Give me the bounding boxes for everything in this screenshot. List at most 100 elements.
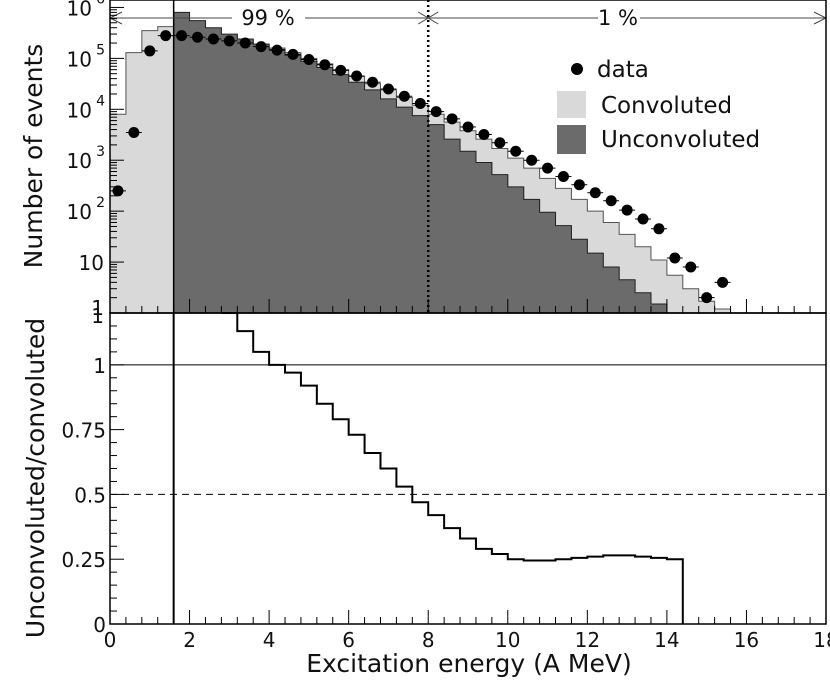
- unconvoluted-bin: [460, 151, 477, 313]
- data-point: [573, 179, 585, 191]
- arrow-head-middle: [417, 11, 439, 25]
- top-y-tick-exponent: 6: [96, 0, 105, 7]
- data-point: [367, 76, 379, 88]
- data-point: [112, 185, 124, 197]
- x-tick-label: 14: [654, 628, 679, 652]
- data-point: [621, 204, 633, 216]
- x-tick-label: 12: [575, 628, 600, 652]
- unconvoluted-bin: [380, 98, 397, 314]
- unconvoluted-bin: [491, 174, 509, 313]
- data-point: [414, 97, 426, 109]
- unconvoluted-bin: [587, 253, 604, 313]
- top-y-axis-title: Number of events: [19, 44, 48, 269]
- annotation-1-percent: 1 %: [598, 6, 638, 30]
- data-point: [223, 35, 235, 47]
- unconvoluted-bin: [316, 67, 334, 314]
- top-y-tick-label: 10: [67, 47, 92, 71]
- data-point: [717, 276, 729, 288]
- unconvoluted-bin: [475, 162, 493, 313]
- unconvoluted-bin: [173, 12, 191, 314]
- convoluted-bin: [141, 30, 159, 313]
- data-point: [542, 162, 554, 174]
- data-point: [303, 54, 315, 66]
- legend: data Convoluted Unconvoluted: [557, 57, 760, 154]
- bottom-y-tick-label: 0.25: [61, 548, 106, 572]
- data-point: [669, 252, 681, 264]
- data-point: [605, 195, 617, 207]
- data-point: [319, 59, 331, 71]
- convoluted-bin: [125, 52, 143, 313]
- data-point: [144, 45, 156, 57]
- unconvoluted-bin: [237, 39, 254, 313]
- convoluted-bin: [682, 288, 700, 313]
- unconvoluted-bin: [428, 124, 445, 313]
- ratio-step-line: [221, 312, 684, 624]
- convoluted-bin: [110, 114, 127, 313]
- unconvoluted-bin: [571, 239, 588, 313]
- x-tick-label: 8: [422, 628, 435, 652]
- data-point: [494, 137, 506, 149]
- unconvoluted-bin: [444, 139, 461, 313]
- data-point: [382, 83, 394, 95]
- convoluted-bin: [714, 308, 732, 313]
- unconvoluted-bin: [523, 199, 541, 313]
- top-y-tick-label: 10: [67, 98, 92, 122]
- data-point: [637, 213, 649, 225]
- unconvoluted-bin: [412, 115, 429, 313]
- unconvoluted-bin: [348, 82, 366, 314]
- convoluted-bin: [650, 259, 668, 313]
- data-point: [510, 145, 522, 157]
- data-point: [462, 121, 474, 133]
- bottom-y-tick-label: 1: [93, 354, 106, 378]
- top-y-tick-exponent: 5: [96, 42, 105, 58]
- top-panel-histogram: 110102103104105106: [67, 0, 828, 320]
- top-y-tick-exponent: 2: [96, 195, 105, 211]
- top-y-tick-exponent: 3: [96, 144, 105, 160]
- data-point: [176, 30, 188, 42]
- data-point: [478, 128, 490, 140]
- data-point: [398, 90, 410, 102]
- data-point: [160, 30, 172, 42]
- data-point: [128, 127, 140, 139]
- data-point: [351, 70, 363, 82]
- data-point: [557, 170, 569, 182]
- data-point: [526, 154, 538, 166]
- unconvoluted-bin: [221, 34, 238, 313]
- x-tick-label: 10: [495, 628, 520, 652]
- legend-label-convoluted: Convoluted: [601, 93, 732, 119]
- x-axis-title: Excitation energy (A MeV): [306, 649, 631, 678]
- unconvoluted-bin: [364, 89, 381, 313]
- data-point: [701, 292, 713, 304]
- unconvoluted-bin: [555, 225, 572, 313]
- convoluted-bin: [698, 301, 716, 313]
- x-tick-label: 4: [263, 628, 276, 652]
- unconvoluted-bin: [539, 212, 557, 313]
- top-y-tick-label: 10: [67, 200, 92, 224]
- unconvoluted-bin: [507, 186, 525, 313]
- unconvoluted-bin: [269, 49, 286, 313]
- data-point: [192, 31, 204, 43]
- legend-marker-data: [571, 63, 583, 75]
- bottom-plot-frame: [109, 312, 827, 625]
- x-tick-label: 18: [813, 628, 830, 652]
- unconvoluted-bin: [635, 292, 652, 313]
- bottom-y-tick-label: 0: [93, 613, 106, 637]
- x-tick-label: 2: [183, 628, 196, 652]
- bottom-y-tick-label: 0.5: [74, 483, 106, 507]
- fraction-annotation: 99 % 1 %: [241, 6, 638, 30]
- bottom-y-axis-title: Unconvoluted/convoluted: [21, 318, 50, 638]
- bottom-panel-ratio: 00.250.50.7510246810121416181: [61, 304, 830, 652]
- data-point: [239, 37, 251, 49]
- data-point: [271, 44, 283, 56]
- unconvoluted-bin: [253, 44, 270, 313]
- unconvoluted-bin: [619, 279, 636, 313]
- convoluted-bin: [157, 26, 175, 313]
- top-y-tick-exponent: 4: [96, 93, 105, 109]
- x-tick-label: 0: [104, 628, 117, 652]
- unconvoluted-bin: [300, 61, 318, 314]
- data-point: [207, 33, 219, 45]
- top-y-tick-label: 10: [67, 0, 92, 20]
- data-point: [446, 113, 458, 125]
- unconvoluted-bin: [603, 267, 620, 313]
